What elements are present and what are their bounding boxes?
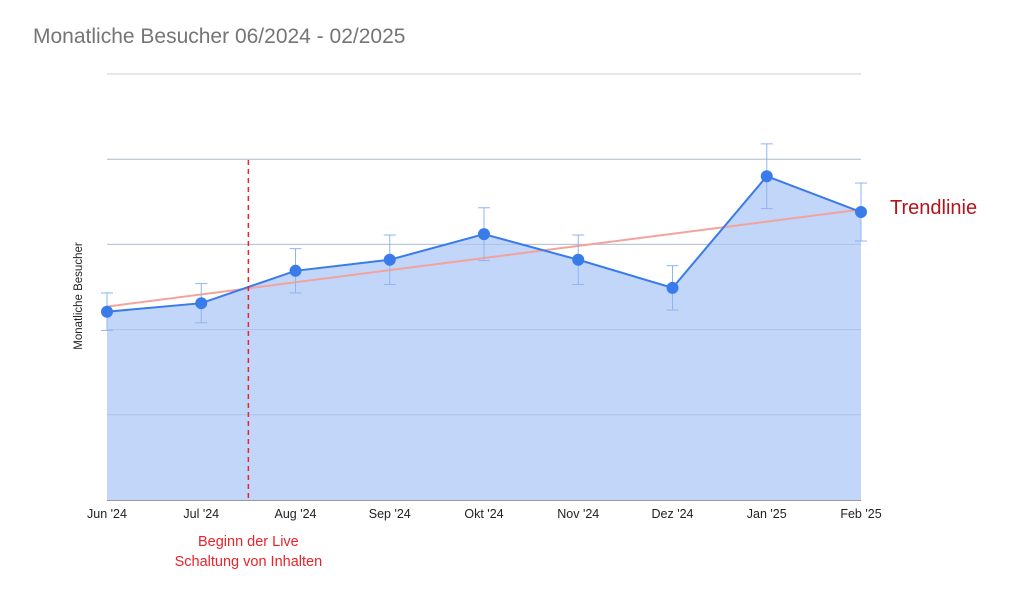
data-point: [289, 264, 302, 277]
x-tick-label: Feb '25: [840, 507, 881, 521]
y-axis-label: Monatliche Besucher: [73, 242, 85, 350]
data-point: [195, 297, 208, 310]
x-tick-labels: Jun '24 Jul '24 Aug '24 Sep '24 Okt '24 Nov '…: [87, 507, 882, 521]
x-tick-label: Jun '24: [87, 507, 127, 521]
x-tick-label: Aug '24: [274, 507, 316, 521]
data-point: [760, 170, 773, 183]
annotation-line-1: Beginn der Live: [198, 534, 299, 550]
data-points: [101, 170, 867, 318]
data-point: [572, 253, 585, 266]
x-tick-label: Jul '24: [183, 507, 219, 521]
area-fill-shape: [107, 176, 861, 501]
data-point: [478, 228, 490, 241]
x-tick-label: Dez '24: [652, 507, 694, 521]
data-point: [383, 253, 396, 266]
data-point: [666, 281, 679, 294]
data-point: [855, 206, 867, 219]
chart-title: Monatliche Besucher 06/2024 - 02/2025: [33, 25, 406, 48]
x-tick-label: Sep '24: [369, 507, 411, 521]
x-tick-label: Nov '24: [557, 507, 599, 521]
annotation-line-2: Schaltung von Inhalten: [175, 554, 323, 570]
x-tick-label: Okt '24: [464, 507, 503, 521]
data-point: [101, 305, 113, 318]
x-tick-label: Jan '25: [747, 507, 787, 521]
trendline-label: Trendlinie: [890, 197, 977, 219]
